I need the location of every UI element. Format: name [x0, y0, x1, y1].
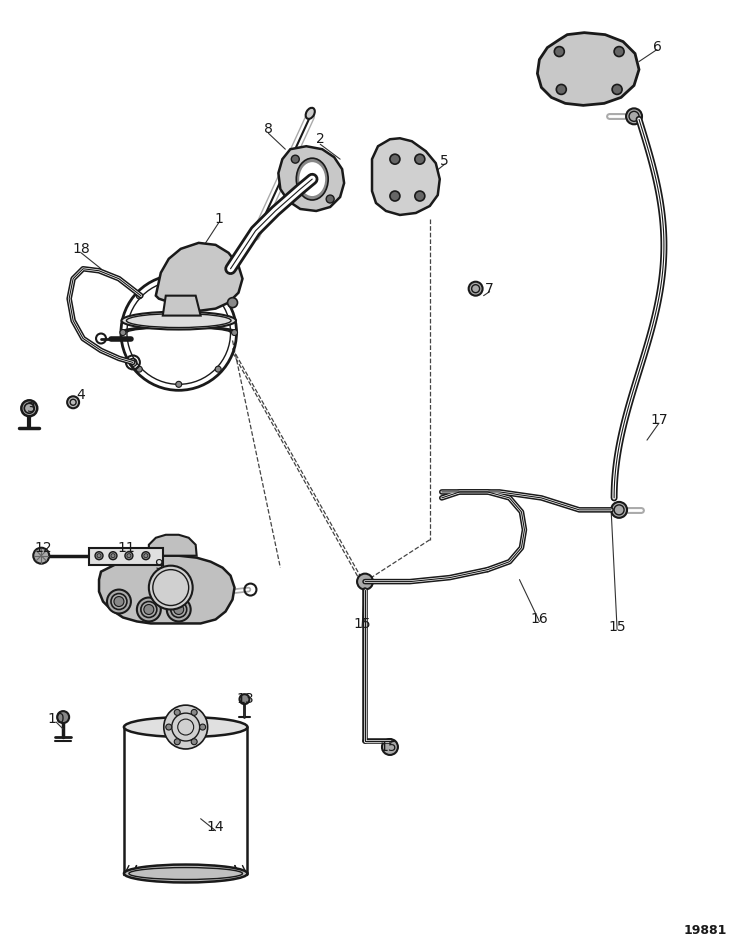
Text: 16: 16 — [530, 612, 548, 627]
Circle shape — [176, 278, 181, 283]
Text: 19881: 19881 — [683, 923, 727, 937]
Text: 18: 18 — [72, 242, 90, 256]
Circle shape — [191, 709, 197, 716]
Circle shape — [33, 548, 50, 564]
Circle shape — [291, 155, 299, 163]
Circle shape — [107, 590, 131, 613]
Circle shape — [176, 381, 181, 388]
Circle shape — [21, 400, 38, 416]
Circle shape — [227, 298, 238, 307]
Circle shape — [125, 552, 133, 559]
Text: 7: 7 — [485, 282, 494, 296]
Text: 4: 4 — [76, 389, 86, 402]
Ellipse shape — [124, 717, 248, 737]
Ellipse shape — [296, 158, 328, 200]
Text: 6: 6 — [652, 40, 662, 54]
Text: 17: 17 — [650, 413, 668, 428]
Circle shape — [144, 605, 154, 614]
Circle shape — [174, 605, 184, 614]
Polygon shape — [156, 243, 242, 311]
Circle shape — [136, 293, 142, 299]
Circle shape — [148, 566, 193, 610]
Circle shape — [57, 711, 69, 723]
Text: 3: 3 — [27, 401, 36, 415]
Circle shape — [174, 738, 180, 745]
Ellipse shape — [124, 865, 248, 883]
Circle shape — [611, 501, 627, 518]
Circle shape — [232, 330, 238, 336]
Text: 5: 5 — [440, 155, 449, 168]
Circle shape — [390, 155, 400, 164]
Circle shape — [556, 84, 566, 95]
Circle shape — [136, 366, 142, 373]
Circle shape — [554, 46, 564, 57]
Polygon shape — [148, 535, 196, 556]
Circle shape — [95, 552, 103, 559]
Polygon shape — [163, 296, 201, 316]
Circle shape — [215, 293, 221, 299]
Circle shape — [191, 738, 197, 745]
Circle shape — [114, 596, 124, 607]
Circle shape — [326, 195, 334, 203]
Polygon shape — [99, 556, 235, 624]
Circle shape — [137, 597, 160, 622]
Text: 11: 11 — [117, 540, 135, 555]
Text: 15: 15 — [608, 620, 626, 634]
Circle shape — [626, 108, 642, 124]
Polygon shape — [372, 138, 440, 215]
Circle shape — [215, 366, 221, 373]
Text: 14: 14 — [207, 820, 224, 833]
Circle shape — [120, 330, 126, 336]
Polygon shape — [278, 146, 344, 211]
Ellipse shape — [122, 312, 236, 330]
Circle shape — [415, 191, 424, 201]
Circle shape — [415, 155, 424, 164]
Circle shape — [239, 694, 250, 704]
Circle shape — [68, 396, 79, 409]
Text: 15: 15 — [380, 740, 397, 754]
Text: 10: 10 — [47, 712, 65, 726]
Circle shape — [614, 46, 624, 57]
Text: 12: 12 — [34, 540, 52, 555]
Circle shape — [166, 597, 190, 622]
Text: 9: 9 — [154, 557, 164, 572]
Circle shape — [469, 282, 482, 296]
Ellipse shape — [299, 162, 326, 196]
Text: 8: 8 — [264, 122, 273, 137]
Text: 13: 13 — [237, 692, 254, 706]
Circle shape — [200, 724, 206, 730]
Circle shape — [166, 724, 172, 730]
Circle shape — [109, 552, 117, 559]
Circle shape — [612, 84, 622, 95]
Polygon shape — [89, 548, 163, 565]
Text: 2: 2 — [316, 132, 325, 146]
Circle shape — [390, 191, 400, 201]
Circle shape — [174, 709, 180, 716]
Text: 1: 1 — [214, 212, 223, 226]
Circle shape — [382, 739, 398, 755]
Ellipse shape — [306, 108, 315, 118]
Circle shape — [142, 552, 150, 559]
Polygon shape — [538, 32, 639, 105]
Text: 15: 15 — [353, 617, 370, 631]
Circle shape — [357, 574, 373, 590]
Circle shape — [164, 705, 208, 749]
